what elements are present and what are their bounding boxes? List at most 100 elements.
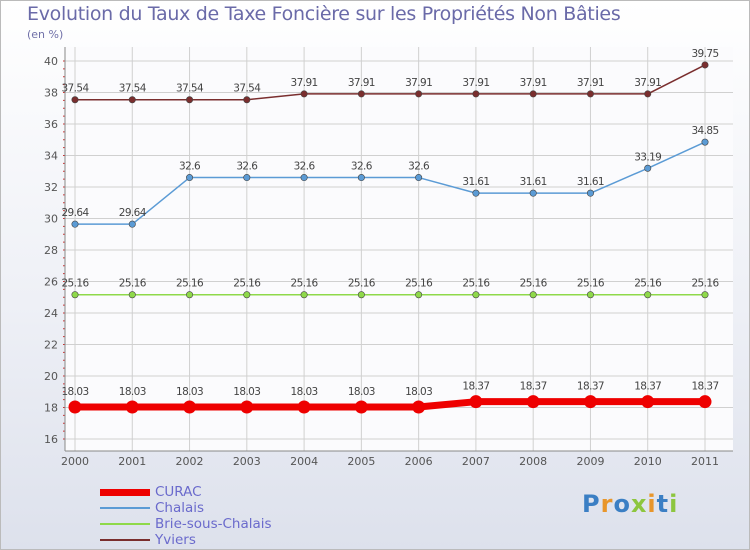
y-tick-label: 34	[44, 150, 58, 163]
data-label-chalais: 32.6	[294, 161, 316, 173]
data-point-curac	[641, 395, 655, 409]
data-point-curac	[583, 395, 597, 409]
data-label-yviers: 37.91	[577, 77, 604, 89]
logo-letter: r	[600, 490, 614, 518]
chart-legend: CURAC Chalais Brie-sous-Chalais Yviers	[100, 484, 272, 548]
data-point-chalais	[701, 138, 709, 146]
data-label-chalais: 31.61	[577, 176, 604, 188]
data-point-yviers	[415, 90, 423, 98]
series-line-curac	[75, 398, 705, 411]
data-point-brie-sous-chalais	[243, 291, 251, 299]
data-point-brie-sous-chalais	[357, 291, 365, 299]
data-point-curac	[125, 400, 139, 414]
x-tick-label: 2011	[691, 455, 719, 468]
data-point-yviers	[529, 90, 537, 98]
legend-swatch	[100, 507, 150, 509]
data-label-chalais: 32.6	[236, 161, 258, 173]
x-tick-label: 2000	[61, 455, 89, 468]
data-point-yviers	[644, 90, 652, 98]
legend-item-chalais: Chalais	[100, 500, 272, 516]
legend-item-brie-sous-chalais: Brie-sous-Chalais	[100, 516, 272, 532]
data-label-curac: 18.03	[291, 386, 318, 398]
data-point-brie-sous-chalais	[472, 291, 480, 299]
legend-swatch	[100, 539, 150, 541]
data-label-brie-sous-chalais: 25.16	[176, 278, 204, 290]
data-point-brie-sous-chalais	[586, 291, 594, 299]
data-label-brie-sous-chalais: 25.16	[462, 278, 490, 290]
data-label-brie-sous-chalais: 25.16	[291, 278, 319, 290]
data-label-yviers: 37.54	[233, 83, 261, 95]
logo-letter: o	[613, 490, 631, 518]
data-point-yviers	[300, 90, 308, 98]
data-point-brie-sous-chalais	[701, 291, 709, 299]
data-label-chalais: 31.61	[462, 176, 489, 188]
chart-title: Evolution du Taux de Taxe Foncière sur l…	[27, 3, 621, 25]
data-point-yviers	[357, 90, 365, 98]
data-label-yviers: 37.54	[61, 83, 89, 95]
legend-label: Yviers	[155, 532, 196, 548]
data-point-curac	[412, 400, 426, 414]
data-label-curac: 18.03	[348, 386, 375, 398]
x-tick-label: 2008	[519, 455, 547, 468]
y-tick-label: 18	[44, 402, 58, 415]
data-label-chalais: 34.85	[691, 125, 718, 137]
logo-letter: x	[630, 490, 648, 518]
data-label-brie-sous-chalais: 25.16	[577, 278, 605, 290]
data-label-chalais: 29.64	[119, 207, 147, 219]
data-point-curac	[526, 395, 540, 409]
data-label-brie-sous-chalais: 25.16	[405, 278, 433, 290]
y-tick-label: 36	[44, 118, 58, 131]
legend-swatch	[100, 488, 150, 496]
y-tick-label: 32	[44, 181, 58, 194]
data-label-brie-sous-chalais: 25.16	[61, 278, 89, 290]
data-point-curac	[68, 400, 82, 414]
data-point-brie-sous-chalais	[529, 291, 537, 299]
data-label-yviers: 37.91	[405, 77, 432, 89]
unit-label: (en %)	[27, 28, 64, 41]
data-point-yviers	[243, 96, 251, 104]
x-tick-label: 2003	[233, 455, 261, 468]
data-label-brie-sous-chalais: 25.16	[691, 278, 719, 290]
data-point-curac	[183, 400, 197, 414]
data-label-yviers: 39.75	[691, 48, 718, 60]
y-tick-label: 16	[44, 433, 58, 446]
logo-letter: P	[582, 490, 601, 518]
data-point-brie-sous-chalais	[415, 291, 423, 299]
logo-letter: i	[647, 490, 657, 518]
y-tick-label: 40	[44, 55, 58, 68]
data-label-chalais: 32.6	[179, 161, 201, 173]
x-tick-label: 2005	[347, 455, 375, 468]
data-point-brie-sous-chalais	[644, 291, 652, 299]
data-label-chalais: 33.19	[634, 151, 661, 163]
data-label-curac: 18.03	[119, 386, 146, 398]
data-label-chalais: 31.61	[520, 176, 547, 188]
data-label-curac: 18.03	[405, 386, 432, 398]
y-tick-label: 28	[44, 244, 58, 257]
y-tick-label: 22	[44, 339, 58, 352]
x-tick-label: 2002	[176, 455, 204, 468]
data-label-curac: 18.37	[634, 381, 661, 393]
data-label-yviers: 37.54	[176, 83, 204, 95]
data-label-curac: 18.37	[462, 381, 489, 393]
data-label-curac: 18.37	[691, 381, 718, 393]
data-label-brie-sous-chalais: 25.16	[119, 278, 147, 290]
data-point-chalais	[586, 189, 594, 197]
x-tick-label: 2010	[634, 455, 662, 468]
data-label-yviers: 37.91	[462, 77, 489, 89]
data-label-chalais: 32.6	[408, 161, 430, 173]
data-point-curac	[297, 400, 311, 414]
data-label-yviers: 37.91	[348, 77, 375, 89]
data-point-chalais	[71, 220, 79, 228]
legend-item-yviers: Yviers	[100, 532, 272, 548]
legend-swatch	[100, 523, 150, 525]
legend-item-curac: CURAC	[100, 484, 272, 500]
data-point-brie-sous-chalais	[300, 291, 308, 299]
data-label-yviers: 37.91	[291, 77, 318, 89]
y-tick-label: 24	[44, 307, 58, 320]
y-tick-label: 20	[44, 370, 58, 383]
data-point-curac	[240, 400, 254, 414]
data-label-brie-sous-chalais: 25.16	[233, 278, 261, 290]
data-point-yviers	[128, 96, 136, 104]
data-point-chalais	[186, 174, 194, 182]
